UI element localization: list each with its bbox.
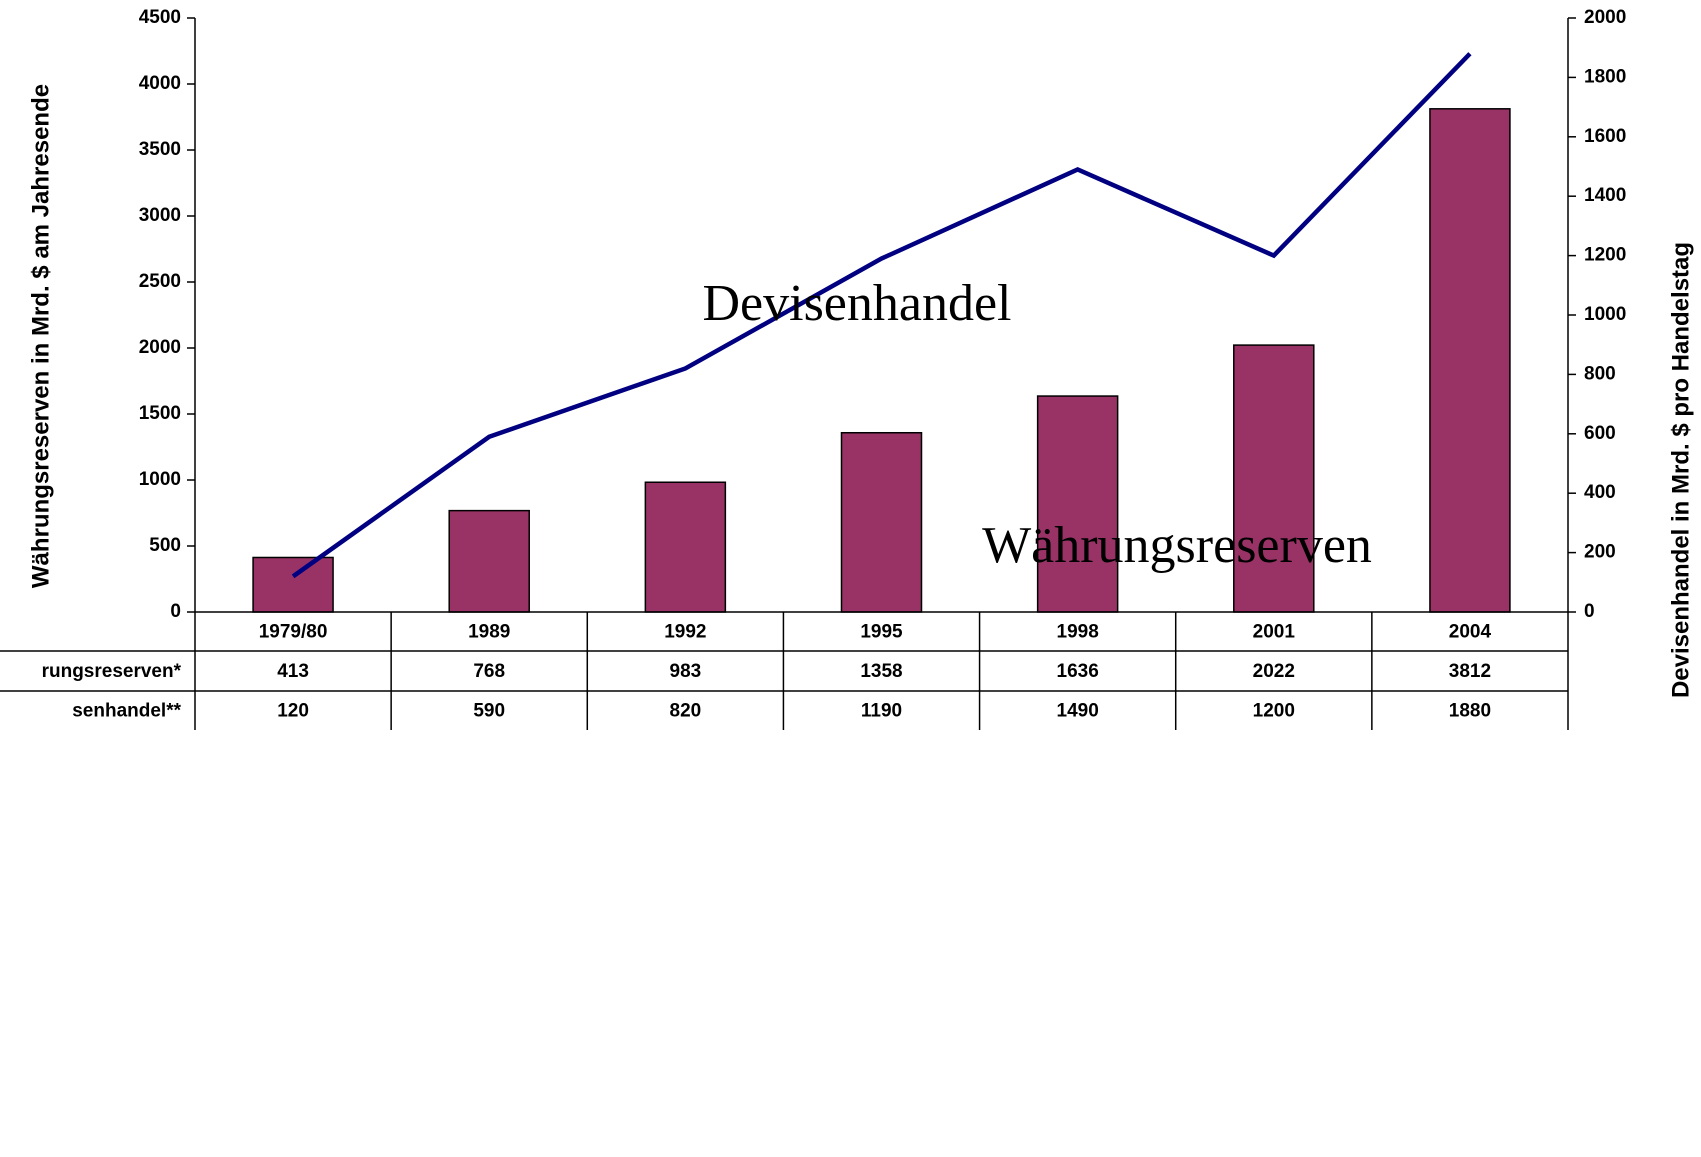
table-cell: 1636 [1057, 661, 1099, 682]
y2-tick-label: 1200 [1584, 245, 1626, 266]
annotation: Währungsreserven [982, 517, 1372, 574]
bar [448, 509, 530, 613]
y2-axis-label: Devisenhandel in Mrd. $ pro Handelstag [1667, 242, 1694, 698]
y-tick-label: 500 [149, 535, 181, 556]
annotation: Devisenhandel [702, 275, 1011, 332]
y-axis-label: Währungsreserven in Mrd. $ am Jahresende [27, 84, 54, 588]
y2-tick-label: 2000 [1584, 7, 1626, 28]
y2-tick-label: 200 [1584, 542, 1616, 563]
table-cell: 1358 [860, 661, 902, 682]
table-cell: 1190 [861, 701, 902, 722]
table-cell: 1880 [1449, 701, 1491, 722]
table-row-label: rungsreserven* [42, 661, 182, 682]
table-cell: 413 [277, 661, 309, 682]
y2-tick-label: 1600 [1584, 126, 1626, 147]
table-cell: 590 [473, 701, 505, 722]
y2-tick-label: 1400 [1584, 185, 1626, 206]
bar [840, 431, 923, 613]
y2-tick-label: 400 [1584, 482, 1616, 503]
y2-tick-label: 1800 [1584, 66, 1626, 87]
bar [1233, 344, 1315, 613]
y-tick-label: 1000 [139, 469, 181, 490]
table-row-label: senhandel** [72, 701, 181, 722]
x-tick-label: 2004 [1449, 622, 1492, 643]
x-tick-label: 1992 [664, 622, 706, 643]
table-cell: 768 [473, 661, 505, 682]
y-tick-label: 1500 [139, 403, 181, 424]
bar [252, 556, 334, 613]
table-cell: 983 [670, 661, 702, 682]
table-cell: 3812 [1449, 661, 1491, 682]
y2-tick-label: 1000 [1584, 304, 1626, 325]
table-cell: 1490 [1057, 701, 1099, 722]
x-tick-label: 1995 [860, 622, 903, 643]
x-tick-label: 2001 [1253, 622, 1296, 643]
bar [1036, 395, 1119, 613]
table-cell: 1200 [1253, 701, 1295, 722]
x-tick-label: 1979/80 [259, 622, 328, 643]
y-tick-label: 3500 [139, 139, 181, 160]
x-tick-label: 1998 [1057, 622, 1099, 643]
line-series [291, 52, 1472, 579]
y-tick-label: 2500 [139, 271, 181, 292]
y2-tick-label: 0 [1584, 601, 1595, 622]
y-tick-label: 0 [170, 601, 181, 622]
y-tick-label: 2000 [139, 337, 181, 358]
y2-tick-label: 800 [1584, 363, 1616, 384]
table-cell: 120 [277, 701, 309, 722]
y-tick-label: 4500 [139, 7, 181, 28]
bar [644, 481, 727, 613]
table-cell: 2022 [1253, 661, 1295, 682]
y-tick-label: 4000 [139, 73, 181, 94]
y2-tick-label: 600 [1584, 423, 1616, 444]
bar [1429, 108, 1511, 613]
x-tick-label: 1989 [468, 622, 510, 643]
table-cell: 820 [670, 701, 702, 722]
y-tick-label: 3000 [139, 205, 181, 226]
